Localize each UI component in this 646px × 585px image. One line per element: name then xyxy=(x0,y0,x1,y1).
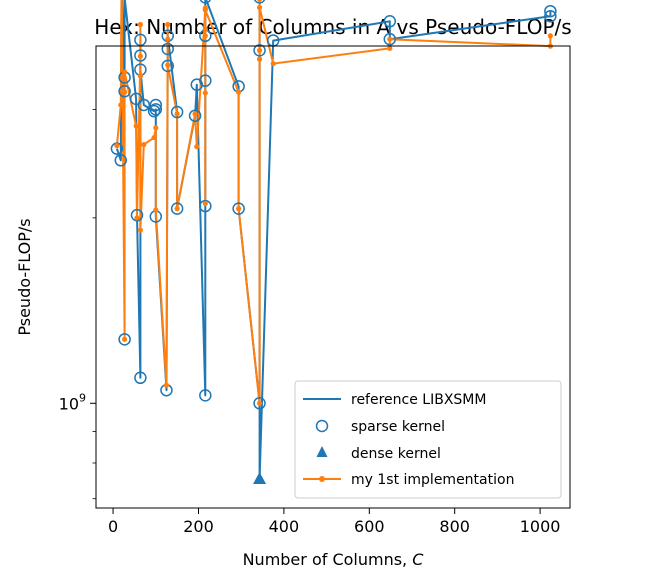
x-axis-label: Number of Columns, C xyxy=(243,550,425,569)
x-tick-label: 400 xyxy=(269,517,300,536)
implementation-point xyxy=(153,125,158,130)
implementation-point xyxy=(164,383,169,388)
x-tick-label: 200 xyxy=(183,517,214,536)
implementation-point xyxy=(203,201,208,206)
legend-my-1st-implementation-marker xyxy=(319,476,325,482)
implementation-point xyxy=(236,206,241,211)
implementation-point xyxy=(175,111,180,116)
implementation-point xyxy=(134,123,139,128)
implementation-point xyxy=(138,54,143,59)
x-tick-label: 800 xyxy=(439,517,470,536)
implementation-point xyxy=(257,401,262,406)
implementation-point xyxy=(175,206,180,211)
implementation-point xyxy=(192,111,197,116)
implementation-point xyxy=(203,26,208,31)
chart-title: Hex: Number of Columns in A vs Pseudo-FL… xyxy=(94,15,571,39)
implementation-point xyxy=(203,33,208,38)
implementation-point xyxy=(134,215,139,220)
implementation-point xyxy=(194,144,199,149)
implementation-point xyxy=(141,142,146,147)
implementation-point xyxy=(165,62,170,67)
implementation-point xyxy=(138,228,143,233)
legend-label-dense-kernel: dense kernel xyxy=(351,446,441,462)
legend-label-reference-libxsmm: reference LIBXSMM xyxy=(351,392,486,408)
implementation-point xyxy=(151,135,156,140)
implementation-point xyxy=(387,37,392,42)
implementation-point xyxy=(118,102,123,107)
legend: reference LIBXSMM sparse kernel dense ke… xyxy=(295,381,561,498)
implementation-point xyxy=(114,143,119,148)
implementation-point xyxy=(271,61,276,66)
legend-label-sparse-kernel: sparse kernel xyxy=(351,419,445,435)
implementation-point xyxy=(165,22,170,27)
implementation-point xyxy=(138,22,143,27)
x-axis-label-text: Number of Columns, xyxy=(243,550,413,569)
implementation-point xyxy=(203,7,208,12)
x-tick-label: 0 xyxy=(108,517,118,536)
y-axis-label: Pseudo-FLOP/s xyxy=(15,218,34,335)
implementation-point xyxy=(257,48,262,53)
x-axis-label-variable: C xyxy=(412,550,424,569)
implementation-point xyxy=(257,57,262,62)
implementation-point xyxy=(122,90,127,95)
implementation-point xyxy=(122,69,127,74)
implementation-point xyxy=(165,37,170,42)
implementation-point xyxy=(153,207,158,212)
implementation-point xyxy=(548,33,553,38)
implementation-point xyxy=(203,90,208,95)
implementation-point xyxy=(138,73,143,78)
legend-label-my-1st-implementation: my 1st implementation xyxy=(351,472,514,488)
x-tick-label: 600 xyxy=(354,517,385,536)
implementation-point xyxy=(257,5,262,10)
x-tick-label: 1000 xyxy=(520,517,561,536)
implementation-point xyxy=(122,337,127,342)
implementation-point xyxy=(236,90,241,95)
